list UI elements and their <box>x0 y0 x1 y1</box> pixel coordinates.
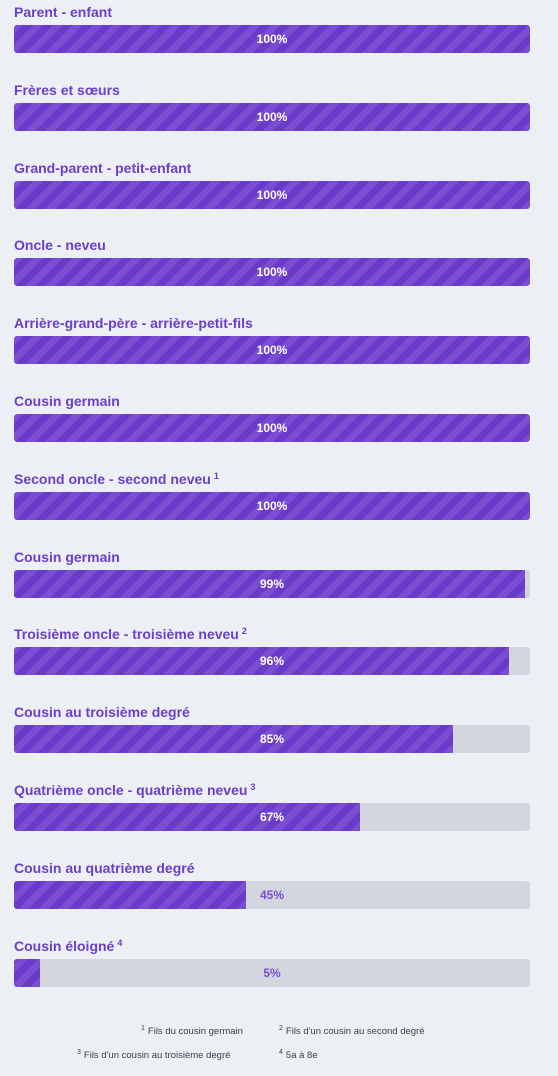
relation-item: Grand-parent - petit-enfant 100% <box>14 156 530 234</box>
progress-track: 5% <box>14 958 530 987</box>
relation-label-text: Cousin au troisième degré <box>14 704 190 721</box>
footnote-number: 3 <box>77 1049 81 1056</box>
relationship-progress-list: Parent - enfant 100% Frères et sœurs 100% Gr… <box>14 0 530 1011</box>
relation-label-text: Second oncle - second neveu <box>14 470 211 487</box>
footnote-text: Fils d'un cousin au second degré <box>285 1026 425 1037</box>
footnote-marker: 4 <box>117 937 123 948</box>
progress-track: 85% <box>14 725 530 754</box>
relation-item: Cousin germain 100% <box>14 389 530 467</box>
progress-percent: 100% <box>256 420 288 435</box>
footnote-marker: 3 <box>250 781 256 792</box>
progress-fill <box>14 25 530 53</box>
progress-track: 100% <box>14 336 530 365</box>
progress-track: 99% <box>14 569 530 598</box>
progress-percent: 100% <box>256 498 288 513</box>
relation-label: Troisième oncle - troisième neveu 2 <box>14 626 247 642</box>
footnote-1: 1 Fils du cousin germain <box>141 1025 243 1037</box>
progress-fill <box>14 102 530 131</box>
footnote-number: 2 <box>279 1025 283 1032</box>
progress-fill <box>14 880 247 909</box>
relation-label-text: Grand-parent - petit-enfant <box>14 159 192 176</box>
relation-item: Cousin éloigné 4 5% <box>14 934 530 1012</box>
relation-label: Cousin germain <box>14 393 120 409</box>
relation-label: Grand-parent - petit-enfant <box>14 160 191 176</box>
relation-item: Second oncle - second neveu 1 100% <box>14 467 530 545</box>
relation-item: Oncle - neveu 100% <box>14 233 530 311</box>
progress-track: 100% <box>14 25 530 53</box>
progress-track: 100% <box>14 413 530 442</box>
progress-fill <box>14 413 530 442</box>
progress-percent: 100% <box>256 32 288 46</box>
relation-label: Oncle - neveu <box>14 237 106 253</box>
footnote-number: 1 <box>141 1025 145 1032</box>
progress-track: 100% <box>14 180 530 209</box>
progress-percent: 85% <box>259 732 285 747</box>
progress-track: 100% <box>14 102 530 131</box>
progress-track: 96% <box>14 647 530 676</box>
relation-item: Quatrième oncle - quatrième neveu 3 67% <box>14 778 530 856</box>
footnote-marker: 1 <box>213 470 219 481</box>
relation-label: Cousin au quatrième degré <box>14 860 194 876</box>
relation-label-text: Cousin germain <box>14 392 120 409</box>
progress-percent: 5% <box>263 965 281 980</box>
progress-fill <box>14 958 40 987</box>
progress-percent: 100% <box>256 109 288 124</box>
relation-label: Second oncle - second neveu 1 <box>14 471 219 487</box>
relation-label-text: Cousin éloigné <box>14 937 115 954</box>
relation-item: Cousin au troisième degré 85% <box>14 700 530 778</box>
relation-label-text: Parent - enfant <box>14 4 113 20</box>
relation-item: Cousin germain 99% <box>14 545 530 623</box>
relation-label-text: Quatrième oncle - quatrième neveu <box>14 781 248 798</box>
relation-label-text: Cousin germain <box>14 548 120 565</box>
relation-label: Arrière-grand-père - arrière-petit-fils <box>14 315 253 331</box>
relation-label-text: Troisième oncle - troisième neveu <box>14 626 239 643</box>
progress-track: 100% <box>14 258 530 287</box>
progress-percent: 100% <box>256 187 288 202</box>
relation-label-text: Oncle - neveu <box>14 237 106 254</box>
relation-item: Arrière-grand-père - arrière-petit-fils 1… <box>14 311 530 389</box>
relation-label-text: Frères et sœurs <box>14 81 120 98</box>
relation-label-text: Cousin au quatrième degré <box>14 859 195 876</box>
relation-label: Cousin germain <box>14 549 120 565</box>
progress-percent: 45% <box>259 887 285 902</box>
footnote-text: Fils d'un cousin au troisième degré <box>83 1050 231 1061</box>
progress-percent: 96% <box>259 654 285 669</box>
footnote-marker: 2 <box>241 626 247 637</box>
progress-track: 67% <box>14 802 530 831</box>
progress-percent: 100% <box>256 343 288 358</box>
progress-percent: 99% <box>259 576 285 591</box>
progress-fill <box>14 569 525 598</box>
progress-track: 45% <box>14 880 530 909</box>
progress-fill <box>14 336 530 365</box>
footnote-number: 4 <box>279 1049 283 1056</box>
relation-label: Cousin éloigné 4 <box>14 938 122 954</box>
relation-item: Cousin au quatrième degré 45% <box>14 856 530 934</box>
footnote-text: Fils du cousin germain <box>147 1026 243 1037</box>
footnote-text: 5a à 8e <box>285 1050 318 1061</box>
footnote-2: 2 Fils d'un cousin au second degré <box>279 1025 425 1037</box>
relation-label: Cousin au troisième degré <box>14 704 190 720</box>
footnote-4: 4 5a à 8e <box>279 1049 318 1061</box>
relation-label: Quatrième oncle - quatrième neveu 3 <box>14 782 255 798</box>
progress-percent: 100% <box>256 265 288 280</box>
progress-fill <box>14 725 453 754</box>
progress-fill <box>14 491 530 520</box>
progress-fill <box>14 647 510 676</box>
footnote-3: 3 Fils d'un cousin au troisième degré <box>77 1049 230 1061</box>
progress-fill <box>14 180 530 209</box>
relation-label: Parent - enfant <box>14 4 112 20</box>
relation-label: Frères et sœurs <box>14 82 120 98</box>
progress-fill <box>14 258 530 287</box>
relation-item: Parent - enfant 100% <box>14 0 530 78</box>
relation-label-text: Arrière-grand-père - arrière-petit-fils <box>14 315 253 332</box>
progress-fill <box>14 802 360 831</box>
relation-item: Troisième oncle - troisième neveu 2 96% <box>14 622 530 700</box>
relation-item: Frères et sœurs 100% <box>14 78 530 156</box>
progress-percent: 67% <box>259 809 285 824</box>
progress-track: 100% <box>14 491 530 520</box>
